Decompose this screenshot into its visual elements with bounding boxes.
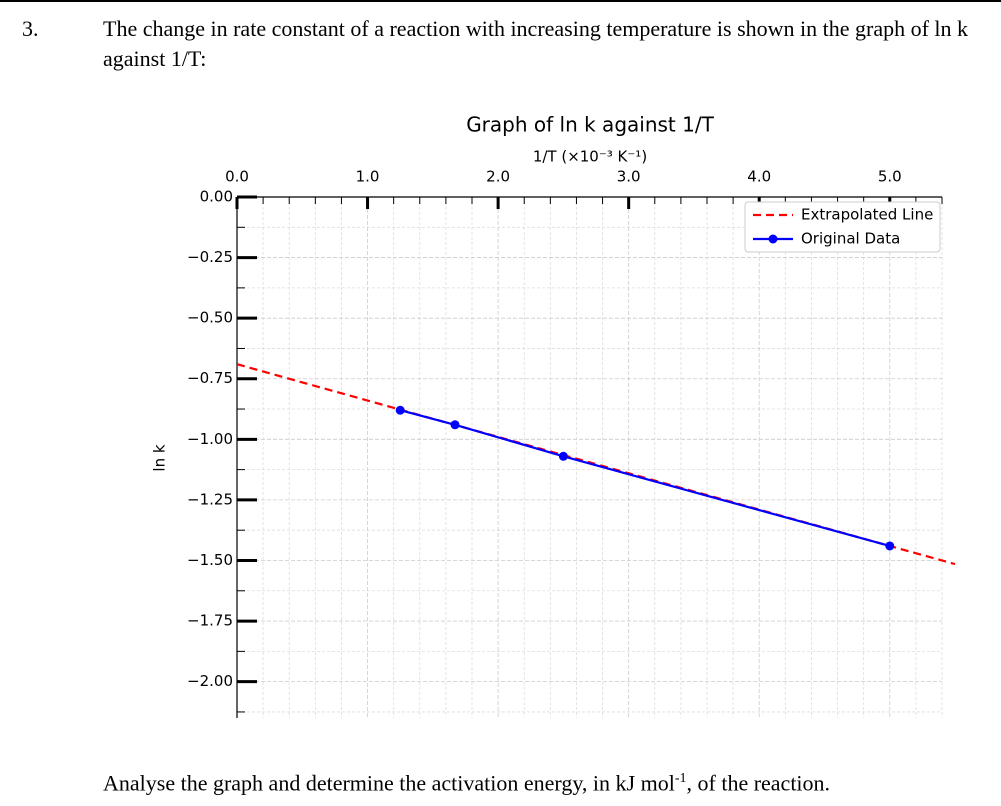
- y-tick-label: −0.25: [187, 248, 233, 266]
- data-point: [885, 541, 895, 551]
- series-line: [236, 363, 956, 566]
- footer-part: Analyse the graph and determine the acti…: [103, 770, 675, 796]
- footer-part: , of the reaction.: [686, 770, 831, 796]
- data-point: [558, 451, 568, 461]
- chart-title: Graph of ln k against 1/T: [466, 113, 714, 137]
- y-tick-label: −1.25: [187, 490, 233, 508]
- x-tick-label: 3.0: [617, 168, 641, 186]
- data-point: [450, 420, 460, 430]
- y-tick-label: −1.50: [187, 551, 233, 569]
- legend-box: [744, 201, 941, 253]
- y-tick-label: −1.00: [187, 430, 233, 448]
- y-tick-label: −0.50: [187, 309, 233, 327]
- data-point: [395, 405, 405, 415]
- superscript: -1: [674, 771, 687, 786]
- y-tick-label: 0.00: [200, 188, 233, 206]
- legend-label: Original Data: [801, 230, 900, 248]
- footer-text: Analyse the graph and determine the acti…: [103, 764, 830, 798]
- y-axis-label: ln k: [151, 444, 169, 471]
- question-number: 3.: [22, 16, 39, 41]
- y-tick-label: −2.00: [187, 672, 233, 690]
- x-tick-label: 0.0: [225, 168, 249, 186]
- y-tick-label: −0.75: [187, 369, 233, 387]
- series-line: [399, 409, 891, 548]
- x-tick-label: 1.0: [356, 168, 380, 186]
- question-text: The change in rate constant of a reactio…: [103, 16, 969, 71]
- legend-label: Extrapolated Line: [801, 206, 933, 224]
- x-axis-label: 1/T (×10⁻³ K⁻¹): [533, 148, 647, 166]
- x-tick-label: 2.0: [486, 168, 510, 186]
- top-rule: [0, 0, 1001, 2]
- y-tick-label: −1.75: [187, 612, 233, 630]
- x-tick-label: 5.0: [878, 168, 902, 186]
- x-tick-label: 4.0: [747, 168, 771, 186]
- legend-marker: [768, 234, 778, 244]
